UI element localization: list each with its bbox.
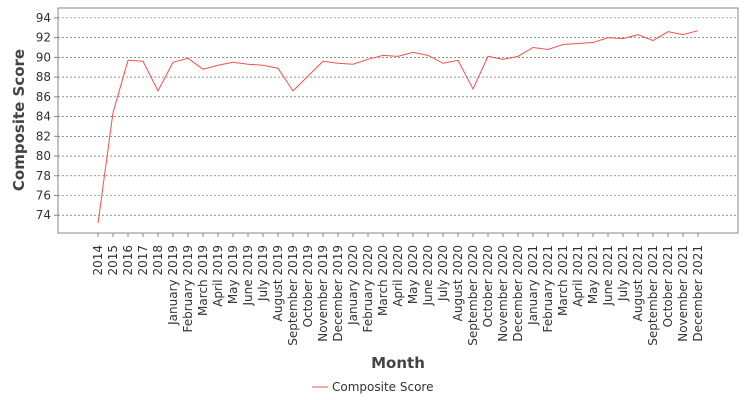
- x-tick-label: December 2020: [511, 245, 525, 342]
- x-tick-label: September 2020: [466, 245, 480, 346]
- x-tick-label: May 2020: [406, 245, 420, 304]
- y-tick-label: 84: [36, 110, 51, 124]
- y-tick-label: 82: [36, 129, 51, 143]
- x-tick-label: May 2021: [586, 245, 600, 304]
- x-tick-label: November 2019: [316, 245, 330, 342]
- x-tick-label: October 2020: [481, 245, 495, 327]
- x-tick-label: July 2020: [436, 245, 450, 302]
- x-tick-label: 2015: [106, 245, 120, 276]
- data-line: [97, 30, 699, 224]
- x-tick-label: November 2020: [496, 245, 510, 342]
- x-tick-label: August 2019: [271, 245, 285, 321]
- x-tick-label: April 2020: [391, 245, 405, 307]
- plot-area: [57, 7, 739, 234]
- x-tick-label: October 2021: [661, 245, 675, 327]
- x-tick-label: January 2019: [166, 245, 180, 326]
- x-tick-label: September 2021: [646, 245, 660, 346]
- y-tick-label: 92: [36, 31, 51, 45]
- y-tick-label: 90: [36, 50, 51, 64]
- y-tick-label: 88: [36, 70, 51, 84]
- x-axis-title: Month: [371, 354, 425, 372]
- x-tick-label: March 2021: [556, 245, 570, 316]
- y-axis-title: Composite Score: [10, 49, 28, 191]
- x-tick-label: June 2019: [241, 245, 255, 307]
- y-tick-label: 74: [36, 208, 51, 222]
- y-tick-label: 94: [36, 11, 51, 25]
- x-tick-label: November 2021: [676, 245, 690, 342]
- y-tick-label: 86: [36, 90, 51, 104]
- x-tick-label: 2017: [136, 245, 150, 276]
- x-tick-label: April 2019: [211, 245, 225, 307]
- x-tick-label: February 2019: [181, 245, 195, 333]
- x-tick-label: December 2021: [691, 245, 705, 342]
- x-tick-label: June 2021: [601, 245, 615, 307]
- x-tick-label: February 2020: [361, 245, 375, 333]
- x-tick-label: August 2021: [631, 245, 645, 321]
- x-tick-label: June 2020: [421, 245, 435, 307]
- x-tick-label: January 2020: [346, 245, 360, 326]
- x-tick-label: July 2021: [616, 245, 630, 302]
- x-tick-label: 2016: [121, 245, 135, 276]
- legend-label: Composite Score: [332, 380, 433, 394]
- x-tick-label: February 2021: [541, 245, 555, 333]
- x-tick-label: 2018: [151, 245, 165, 276]
- x-tick-label: December 2019: [331, 245, 345, 342]
- x-tick-label: July 2019: [256, 245, 270, 302]
- x-tick-label: October 2019: [301, 245, 315, 327]
- x-tick-label: March 2019: [196, 245, 210, 316]
- y-tick-label: 78: [36, 169, 51, 183]
- y-tick-label: 76: [36, 189, 51, 203]
- x-tick-label: May 2019: [226, 245, 240, 304]
- x-tick-label: August 2020: [451, 245, 465, 321]
- x-tick-label: April 2021: [571, 245, 585, 307]
- x-tick-label: March 2020: [376, 245, 390, 316]
- x-tick-label: 2014: [91, 245, 105, 276]
- x-tick-label: September 2019: [286, 245, 300, 346]
- y-tick-label: 80: [36, 149, 51, 163]
- x-tick-label: January 2021: [526, 245, 540, 326]
